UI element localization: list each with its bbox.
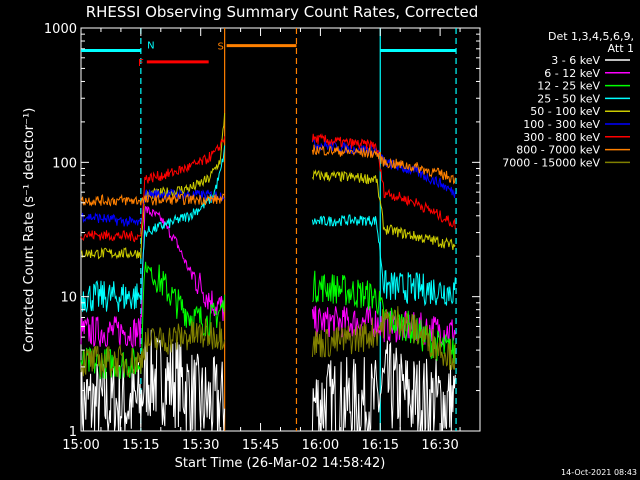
x-tick-label: 15:30 — [182, 438, 219, 453]
flag-label: S — [217, 42, 223, 53]
series-line — [311, 306, 456, 371]
y-tick-label: 10 — [60, 291, 77, 306]
legend-entry-label: 300 - 800 keV — [523, 131, 600, 144]
legend-entry-label: 100 - 300 keV — [523, 118, 600, 131]
flag-bars: NF S — [81, 40, 457, 69]
legend-entry-label: 6 - 12 keV — [544, 67, 600, 80]
x-tick-label: 15:00 — [62, 438, 99, 453]
series-line — [80, 113, 226, 260]
x-axis: 15:00 15:15 15:30 15:45 16:00 16:15 16:30 — [62, 28, 461, 453]
series-lines — [80, 113, 456, 433]
series-line — [80, 205, 226, 348]
x-tick-label: 15:15 — [122, 438, 159, 453]
y-tick-label: 1000 — [44, 22, 77, 37]
x-tick-label: 15:45 — [242, 438, 279, 453]
series-line — [80, 261, 226, 380]
series-line — [80, 136, 226, 243]
series-line — [311, 340, 456, 432]
legend-header: Att 1 — [608, 42, 634, 55]
legend-entry-label: 25 - 50 keV — [537, 92, 600, 105]
series-line — [312, 270, 456, 364]
legend-entry-label: 800 - 7000 keV — [516, 144, 600, 157]
series-line — [311, 169, 456, 250]
legend-entry-label: 3 - 6 keV — [551, 54, 600, 67]
series-line — [311, 144, 456, 185]
y-tick-label: 1 — [69, 425, 77, 440]
legend-entry-label: 50 - 100 keV — [530, 105, 600, 118]
legend-header: Det 1,3,4,5,6,9, — [548, 30, 634, 43]
series-line — [80, 318, 226, 378]
flag-label: N — [147, 40, 154, 51]
footer-timestamp: 14-Oct-2021 08:43 — [561, 468, 637, 477]
series-line — [80, 145, 226, 313]
y-tick-label: 100 — [52, 156, 77, 171]
legend-entry-label: 12 - 25 keV — [537, 80, 600, 93]
chart-title: RHESSI Observing Summary Count Rates, Co… — [86, 3, 479, 21]
flag-label: F — [138, 58, 144, 69]
x-axis-label: Start Time (26-Mar-02 14:58:42) — [175, 456, 386, 471]
legend-entry-label: 7000 - 15000 keV — [502, 156, 600, 169]
y-axis: 1 10 100 1000 — [44, 22, 480, 440]
y-axis-label: Corrected Count Rate (s⁻¹ detector⁻¹) — [22, 108, 37, 353]
x-tick-label: 16:00 — [302, 438, 339, 453]
series-line — [311, 133, 456, 230]
series-line — [80, 193, 225, 207]
x-tick-label: 16:30 — [421, 438, 458, 453]
x-tick-label: 16:15 — [362, 438, 399, 453]
series-line — [311, 214, 456, 307]
